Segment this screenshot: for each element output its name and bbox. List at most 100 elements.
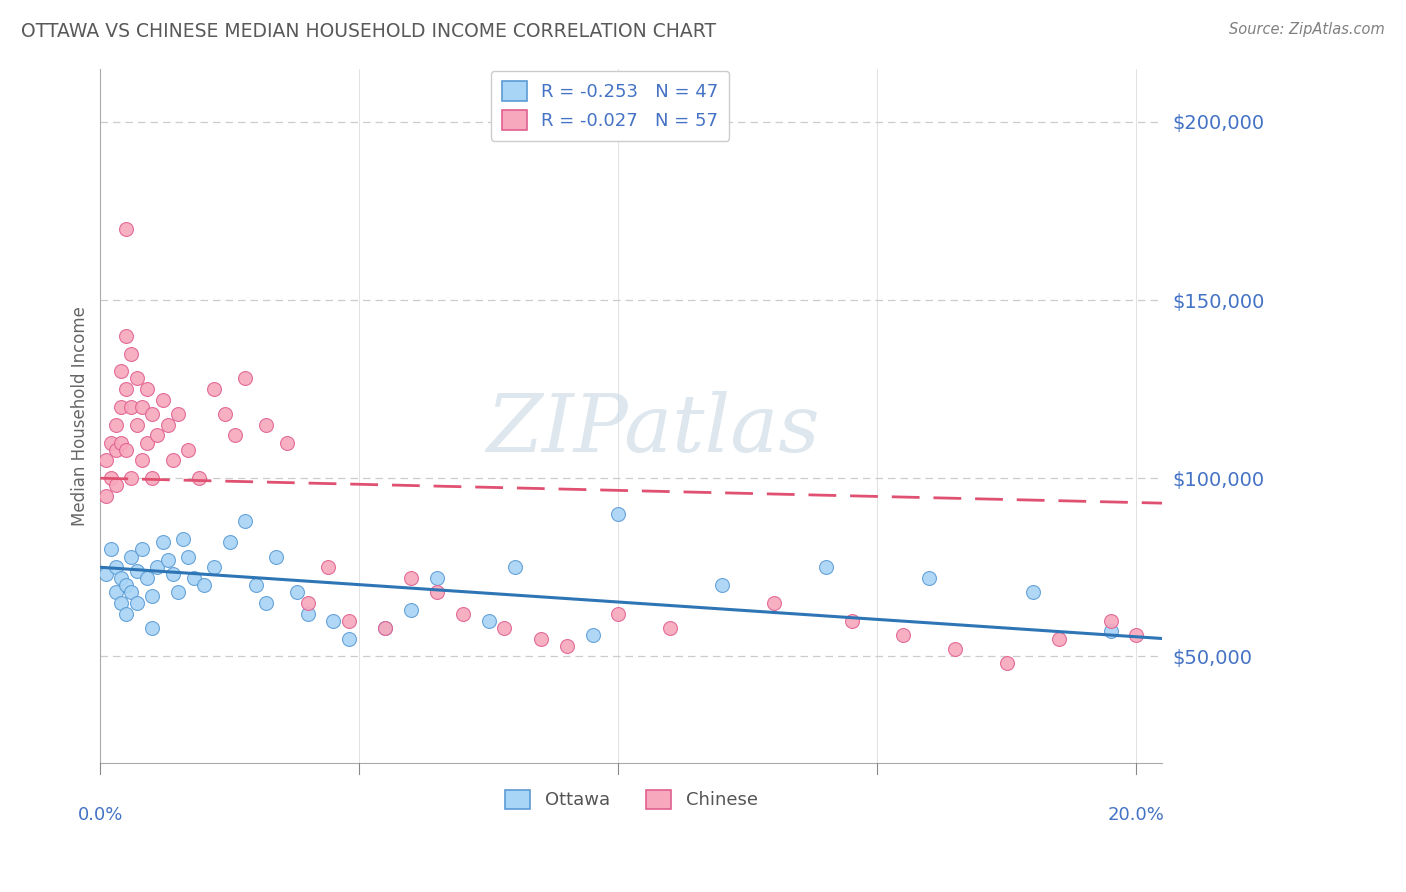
Point: [120, 471, 142, 485]
Point: [94, 567, 117, 582]
Point: [266, 549, 288, 564]
Y-axis label: Median Household Income: Median Household Income: [72, 306, 89, 525]
Point: [172, 532, 194, 546]
Point: [607, 507, 630, 521]
Point: [94, 453, 117, 467]
Point: [162, 567, 184, 582]
Point: [131, 542, 153, 557]
Point: [115, 328, 138, 343]
Point: [136, 382, 159, 396]
Point: [141, 471, 163, 485]
Point: [104, 442, 127, 457]
Point: [235, 371, 257, 385]
Point: [245, 578, 267, 592]
Point: [177, 442, 200, 457]
Point: [891, 628, 914, 642]
Point: [841, 614, 863, 628]
Point: [224, 428, 246, 442]
Point: [177, 549, 200, 564]
Point: [146, 560, 169, 574]
Point: [202, 382, 225, 396]
Text: OTTAWA VS CHINESE MEDIAN HOUSEHOLD INCOME CORRELATION CHART: OTTAWA VS CHINESE MEDIAN HOUSEHOLD INCOM…: [21, 22, 716, 41]
Point: [995, 657, 1018, 671]
Point: [1022, 585, 1045, 599]
Point: [426, 585, 449, 599]
Point: [104, 560, 127, 574]
Point: [297, 596, 319, 610]
Point: [100, 542, 122, 557]
Point: [374, 621, 396, 635]
Point: [120, 549, 142, 564]
Point: [1099, 624, 1122, 639]
Point: [131, 400, 153, 414]
Point: [110, 400, 132, 414]
Point: [146, 428, 169, 442]
Point: [581, 628, 603, 642]
Point: [762, 596, 785, 610]
Point: [276, 435, 298, 450]
Point: [711, 578, 734, 592]
Point: [1125, 628, 1147, 642]
Point: [214, 407, 236, 421]
Point: [337, 632, 360, 646]
Point: [152, 392, 174, 407]
Text: Source: ZipAtlas.com: Source: ZipAtlas.com: [1229, 22, 1385, 37]
Point: [136, 435, 159, 450]
Point: [814, 560, 837, 574]
Point: [918, 571, 941, 585]
Point: [141, 621, 163, 635]
Text: ZIPatlas: ZIPatlas: [486, 391, 820, 468]
Point: [503, 560, 526, 574]
Point: [152, 535, 174, 549]
Point: [494, 621, 516, 635]
Point: [193, 578, 215, 592]
Point: [187, 471, 209, 485]
Point: [125, 417, 148, 432]
Point: [141, 407, 163, 421]
Point: [94, 489, 117, 503]
Point: [141, 589, 163, 603]
Point: [337, 614, 360, 628]
Point: [254, 596, 277, 610]
Point: [125, 596, 148, 610]
Point: [156, 417, 179, 432]
Point: [115, 442, 138, 457]
Point: [297, 607, 319, 621]
Point: [943, 642, 966, 657]
Point: [167, 585, 190, 599]
Point: [100, 471, 122, 485]
Point: [110, 364, 132, 378]
Point: [115, 578, 138, 592]
Point: [218, 535, 240, 549]
Point: [374, 621, 396, 635]
Point: [285, 585, 308, 599]
Point: [426, 571, 449, 585]
Point: [167, 407, 190, 421]
Point: [131, 453, 153, 467]
Point: [104, 417, 127, 432]
Point: [100, 435, 122, 450]
Point: [659, 621, 682, 635]
Point: [115, 222, 138, 236]
Point: [110, 596, 132, 610]
Point: [115, 607, 138, 621]
Point: [110, 435, 132, 450]
Point: [530, 632, 553, 646]
Point: [478, 614, 501, 628]
Point: [555, 639, 578, 653]
Text: 20.0%: 20.0%: [1108, 806, 1166, 824]
Point: [120, 400, 142, 414]
Point: [1099, 614, 1122, 628]
Point: [162, 453, 184, 467]
Text: 0.0%: 0.0%: [77, 806, 124, 824]
Point: [120, 346, 142, 360]
Point: [202, 560, 225, 574]
Point: [136, 571, 159, 585]
Point: [399, 571, 422, 585]
Point: [607, 607, 630, 621]
Point: [125, 564, 148, 578]
Point: [235, 514, 257, 528]
Point: [316, 560, 339, 574]
Point: [125, 371, 148, 385]
Point: [1047, 632, 1070, 646]
